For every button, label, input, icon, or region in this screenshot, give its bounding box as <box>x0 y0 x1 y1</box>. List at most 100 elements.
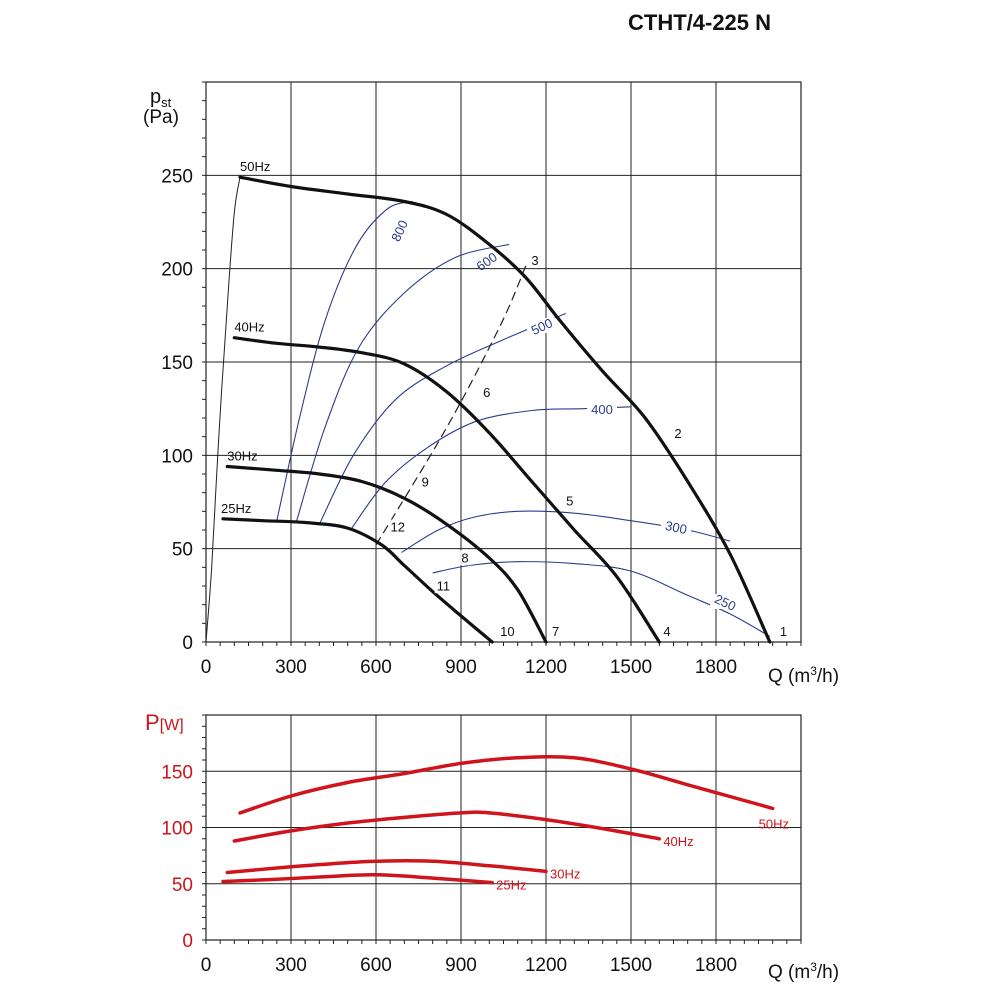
iso-curve-label: 300 <box>664 518 688 537</box>
power-y-tick-label: 50 <box>172 875 193 896</box>
iso-curve-line <box>350 406 632 531</box>
power-x-tick-label: 1200 <box>525 955 567 976</box>
power-curve-25hz <box>221 873 494 885</box>
operating-point-label-bg <box>388 519 409 535</box>
operating-point-label: 3 <box>531 253 538 268</box>
fan-curve-25hz <box>221 517 494 644</box>
pressure-x-tick-label: 600 <box>360 657 392 678</box>
power-x-tick-label: 900 <box>445 955 477 976</box>
iso-curve-label: 800 <box>388 218 411 244</box>
fan-curve-30hz <box>225 464 548 644</box>
iso-label-bg <box>472 253 502 268</box>
power-y-tick-label: 0 <box>182 931 193 952</box>
chart-title: CTHT/4-225 N <box>628 10 772 35</box>
flow-axis-prefix-2: Q (m <box>768 962 810 983</box>
iso-label-bg <box>527 318 557 333</box>
power-y-tick-label: 100 <box>161 819 193 840</box>
power-curve-30hz <box>225 859 548 875</box>
pressure-x-tick-label: 1800 <box>695 657 737 678</box>
flow-axis-label-top: Q (m3/h) <box>768 664 839 687</box>
pressure-axis-subscript: st <box>161 95 172 110</box>
pressure-y-tick-label: 100 <box>161 446 193 467</box>
flow-axis-prefix: Q (m <box>768 666 810 687</box>
fan-curve-label-30hz: 30Hz <box>227 449 257 464</box>
flow-axis-sup-2: 3 <box>810 960 817 974</box>
power-curve-40hz <box>232 810 662 843</box>
operating-point-label: 2 <box>674 426 681 441</box>
power-x-tick-label: 300 <box>275 955 307 976</box>
pressure-axis-unit: (Pa) <box>143 107 179 128</box>
fan-curve-label-50hz: 50Hz <box>240 159 270 174</box>
power-curve-50hz <box>238 754 775 815</box>
iso-curve-label: 400 <box>591 402 613 417</box>
operating-point-label: 1 <box>780 624 787 639</box>
iso-label-bg <box>587 401 617 416</box>
flow-axis-sup: 3 <box>810 664 817 678</box>
iso-label-bg <box>385 222 415 237</box>
pressure-x-tick-label: 1200 <box>525 657 567 678</box>
operating-point-label-bg <box>419 474 432 490</box>
pressure-x-tick-label: 1500 <box>610 657 652 678</box>
fan-curve-50hz <box>238 175 772 644</box>
iso-label-bg <box>710 594 740 609</box>
power-axis-label: P[W] <box>145 710 184 735</box>
operating-point-label: 11 <box>437 578 451 593</box>
pressure-plot-frame <box>205 81 802 643</box>
pressure-x-tick-label: 0 <box>201 657 212 678</box>
pressure-y-tick-label: 200 <box>161 260 193 281</box>
power-x-tick-label: 1800 <box>695 955 737 976</box>
power-curve-label-40hz: 40Hz <box>663 834 693 849</box>
pressure-y-tick-label: 50 <box>172 540 193 561</box>
iso-curve-label: 600 <box>474 249 500 274</box>
power-x-tick-label: 0 <box>201 955 212 976</box>
pressure-x-tick-label: 300 <box>275 657 307 678</box>
operating-point-label: 9 <box>422 475 429 490</box>
iso-curve-line <box>432 561 771 637</box>
operating-point-label: 10 <box>500 624 514 639</box>
operating-point-label: 6 <box>483 385 490 400</box>
origin-boundary-line <box>205 177 241 643</box>
operating-point-label-bg <box>498 624 519 639</box>
operating-point-label-bg <box>550 624 562 639</box>
power-y-tick-label: 150 <box>161 762 193 783</box>
pressure-x-tick-label: 900 <box>445 657 477 678</box>
iso-curve-line <box>318 312 567 525</box>
power-curve-label-25hz: 25Hz <box>496 878 526 893</box>
pressure-axis-symbol: p <box>150 86 161 108</box>
power-x-tick-label: 1500 <box>610 955 652 976</box>
operating-point-label-bg <box>529 252 542 268</box>
iso-curve-line <box>276 200 413 521</box>
operating-point-label: 12 <box>391 519 405 534</box>
operating-point-label-bg <box>661 624 674 639</box>
iso-curve-line <box>296 243 510 521</box>
operating-point-label-bg <box>777 624 790 639</box>
fan-curve-label-40hz: 40Hz <box>234 320 264 335</box>
operating-point-label: 5 <box>566 493 573 508</box>
fan-curve-40hz <box>232 336 661 644</box>
pressure-y-tick-label: 150 <box>161 353 193 374</box>
power-curve-label-50hz: 50Hz <box>759 816 789 831</box>
system-characteristic-line <box>375 264 527 546</box>
pressure-y-tick-label: 0 <box>182 633 193 654</box>
operating-point-label: 7 <box>552 624 559 639</box>
operating-point-label-bg <box>459 550 472 566</box>
flow-axis-suffix: /h) <box>817 666 839 687</box>
power-axis-unit: [W] <box>160 717 184 734</box>
power-curve-label-30hz: 30Hz <box>550 866 580 881</box>
flow-axis-suffix-2: /h) <box>817 962 839 983</box>
operating-point-label: 4 <box>663 624 670 639</box>
operating-point-label-bg <box>564 493 577 509</box>
pressure-axis-label: pst <box>150 86 172 110</box>
fan-curve-label-25hz: 25Hz <box>221 501 251 516</box>
operating-point-label-bg <box>434 578 455 594</box>
iso-label-bg <box>661 519 691 534</box>
power-axis-symbol: P <box>145 710 160 735</box>
power-plot-frame <box>205 714 802 941</box>
operating-point-label: 8 <box>461 550 468 565</box>
pressure-y-tick-label: 250 <box>161 166 193 187</box>
operating-point-label-bg <box>481 385 494 401</box>
power-x-tick-label: 600 <box>360 955 392 976</box>
chart-layer: 0 300 600 900 1200 1500 1800050100150200250800… <box>161 81 802 976</box>
operating-point-label-bg <box>672 426 685 442</box>
